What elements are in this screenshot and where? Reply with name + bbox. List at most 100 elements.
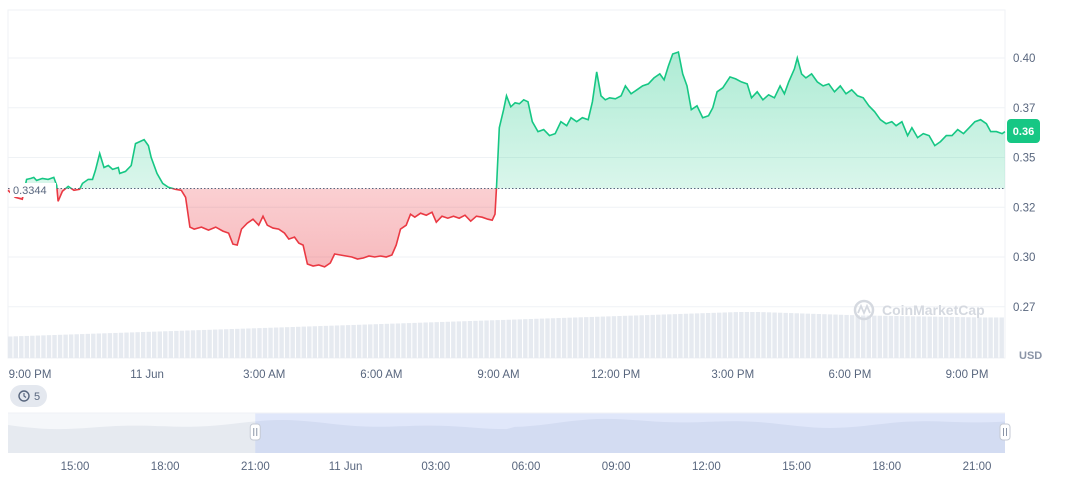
navigator-right-handle[interactable]	[999, 423, 1011, 441]
volume-bar	[716, 312, 722, 358]
volume-bar	[107, 333, 113, 358]
volume-bar	[417, 322, 423, 358]
volume-bar	[279, 327, 284, 358]
volume-bar	[462, 321, 467, 358]
volume-bar	[334, 325, 340, 358]
volume-bar	[312, 326, 318, 358]
volume-bar	[805, 313, 811, 358]
volume-bar	[855, 315, 860, 358]
volume-bar	[135, 332, 140, 358]
volume-bar	[96, 333, 102, 358]
volume-bar	[949, 316, 955, 358]
volume-bar	[694, 313, 700, 358]
volume-bar	[622, 315, 628, 358]
volume-bar	[323, 325, 329, 358]
volume-bar	[977, 317, 982, 358]
volume-bar	[68, 334, 74, 358]
volume-bar	[240, 328, 246, 358]
volume-bar	[617, 316, 622, 358]
volume-bar	[235, 328, 240, 358]
volume-bar	[545, 318, 550, 358]
price-line	[7, 50, 1006, 268]
volume-bar	[999, 317, 1004, 358]
volume-bar	[152, 331, 157, 358]
volume-bar	[500, 319, 506, 358]
volume-bar	[24, 335, 30, 358]
navigator-left-handle[interactable]	[249, 423, 261, 441]
volume-bar	[661, 314, 667, 358]
volume-bar	[478, 320, 484, 358]
volume-bar	[218, 329, 223, 358]
volume-bar	[888, 315, 894, 358]
navigator-selection[interactable]	[255, 413, 1006, 453]
volume-bar	[196, 330, 201, 358]
x-tick-label: 6:00 AM	[360, 369, 402, 381]
area-below-reference	[8, 188, 497, 267]
volume-bar	[124, 332, 129, 358]
volume-bar	[451, 321, 456, 358]
volume-bars	[8, 312, 1004, 358]
volume-bar	[456, 321, 462, 358]
volume-bar	[628, 315, 633, 358]
history-count: 5	[34, 391, 40, 403]
volume-bar	[811, 313, 816, 358]
volume-bar	[578, 317, 583, 358]
volume-bar	[362, 324, 367, 358]
reference-price-tag: 0.3344	[10, 183, 56, 197]
navigator-tick-label: 18:00	[151, 461, 180, 473]
volume-bar	[556, 318, 561, 358]
volume-bar	[777, 312, 783, 358]
volume-bar	[246, 328, 251, 358]
area-above-reference	[8, 52, 1005, 189]
volume-bar	[849, 315, 855, 358]
volume-bar	[118, 332, 124, 358]
navigator-tick-label: 12:00	[692, 461, 721, 473]
volume-bar	[207, 329, 212, 358]
volume-bar	[539, 318, 545, 358]
y-tick-label: 0.35	[1013, 153, 1035, 165]
volume-bar	[589, 316, 595, 358]
volume-bar	[46, 335, 52, 358]
volume-bar	[739, 312, 744, 358]
x-tick-label: 3:00 AM	[243, 369, 285, 381]
navigator-tick-label: 11 Jun	[329, 461, 363, 473]
volume-bar	[356, 324, 362, 358]
volume-bar	[744, 312, 750, 358]
volume-bar	[705, 313, 711, 358]
range-navigator[interactable]: 15:00 18:00 21:00 11 Jun 03:00 06:00 09:00 12:0…	[8, 412, 1011, 473]
history-badge[interactable]: 5	[10, 385, 47, 407]
watermark-text: CoinMarketCap	[882, 302, 985, 318]
volume-bar	[146, 331, 151, 358]
volume-bar	[600, 316, 606, 358]
volume-bar	[35, 335, 41, 358]
x-tick-label: 9:00 PM	[9, 369, 52, 381]
navigator-tick-label: 15:00	[61, 461, 90, 473]
volume-bar	[595, 316, 600, 358]
volume-bar	[883, 315, 888, 358]
volume-bar	[329, 325, 334, 358]
navigator-tick-label: 21:00	[241, 461, 270, 473]
volume-bar	[783, 312, 788, 358]
volume-bar	[174, 330, 179, 358]
currency-label: USD	[1019, 350, 1042, 362]
volume-bar	[428, 322, 434, 358]
volume-bar	[179, 330, 185, 358]
volume-bar	[168, 331, 174, 358]
volume-bar	[345, 325, 351, 358]
volume-bar	[489, 320, 495, 358]
volume-bar	[517, 319, 523, 358]
y-tick-label: 0.27	[1013, 302, 1035, 314]
volume-bar	[683, 313, 689, 358]
volume-bar	[395, 323, 401, 358]
volume-bar	[406, 323, 412, 358]
volume-bar	[190, 330, 196, 358]
volume-bar	[63, 334, 68, 358]
volume-bar	[129, 332, 135, 358]
volume-bar	[41, 335, 46, 358]
volume-bar	[251, 328, 257, 358]
y-tick-label: 0.37	[1013, 103, 1035, 115]
current-price-label: 0.36	[1013, 126, 1034, 138]
volume-bar	[794, 313, 799, 358]
x-tick-label: 11 Jun	[130, 369, 164, 381]
volume-bar	[445, 321, 451, 358]
